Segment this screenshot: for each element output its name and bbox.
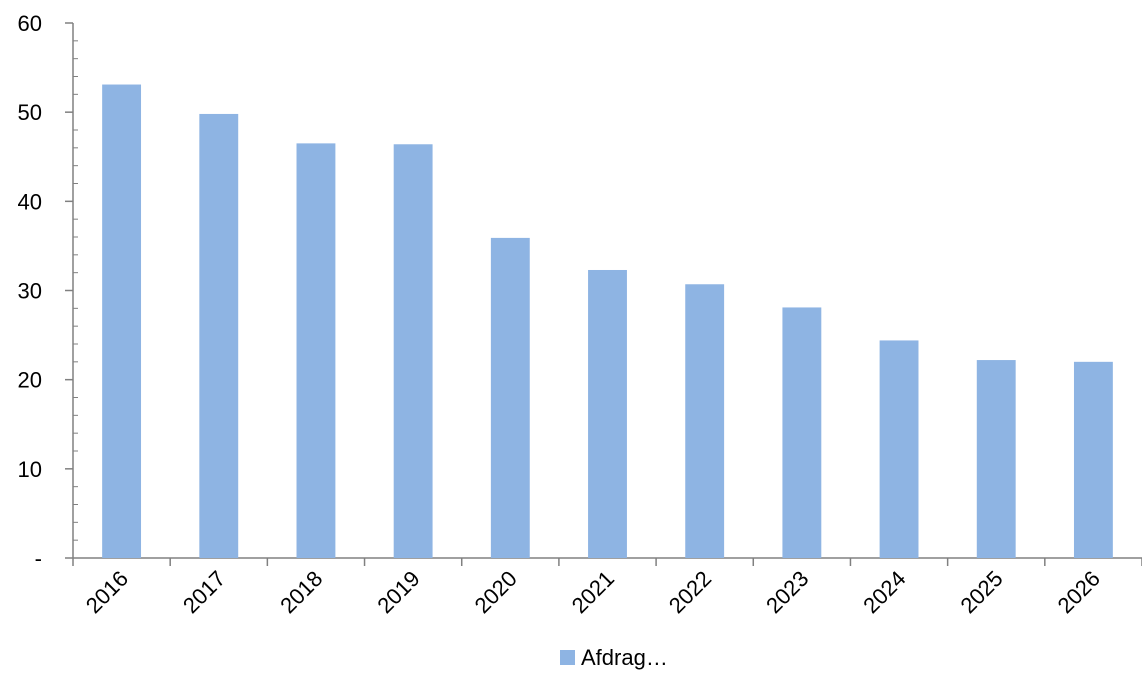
bars	[102, 84, 1113, 559]
x-tick-label-2017: 2017	[178, 566, 230, 618]
y-tick-label: -	[35, 546, 42, 571]
y-tick-label: 10	[18, 457, 42, 482]
y-tick-label: 40	[18, 189, 42, 214]
x-tick-label-2022: 2022	[664, 566, 716, 618]
bar-2024	[879, 340, 919, 558]
bar-2022	[685, 284, 725, 558]
bar-2019	[393, 144, 433, 558]
x-tick-label-2026: 2026	[1053, 566, 1105, 618]
bar-2017	[199, 113, 239, 558]
bar-2018	[296, 143, 336, 558]
x-tick-label-2021: 2021	[567, 566, 619, 618]
bar-2020	[490, 237, 530, 558]
y-tick-labels: - 10 20 30 40 50 60	[18, 11, 42, 571]
x-tick-label-2018: 2018	[275, 566, 327, 618]
y-tick-label: 20	[18, 368, 42, 393]
x-tick-label-2025: 2025	[955, 566, 1007, 618]
axes	[65, 22, 1142, 566]
x-tick-label-2019: 2019	[372, 566, 424, 618]
y-tick-label: 30	[18, 279, 42, 304]
x-tick-label-2024: 2024	[858, 566, 910, 618]
bar-2025	[976, 360, 1016, 558]
x-tick-labels: 2016 2017 2018 2019 2020 2021 2022 2023 2024 2025…	[81, 566, 1105, 618]
legend: Afdrag…	[560, 645, 668, 670]
bar-2016	[102, 84, 142, 559]
bar-2023	[782, 307, 822, 558]
x-tick-label-2023: 2023	[761, 566, 813, 618]
y-tick-label: 60	[18, 11, 42, 36]
bar-2026	[1073, 361, 1113, 558]
x-tick-label-2016: 2016	[81, 566, 133, 618]
bar-2021	[588, 269, 627, 558]
y-tick-label: 50	[18, 100, 42, 125]
x-tick-label-2020: 2020	[470, 566, 522, 618]
legend-swatch	[560, 650, 575, 665]
legend-label: Afdrag…	[581, 645, 668, 670]
